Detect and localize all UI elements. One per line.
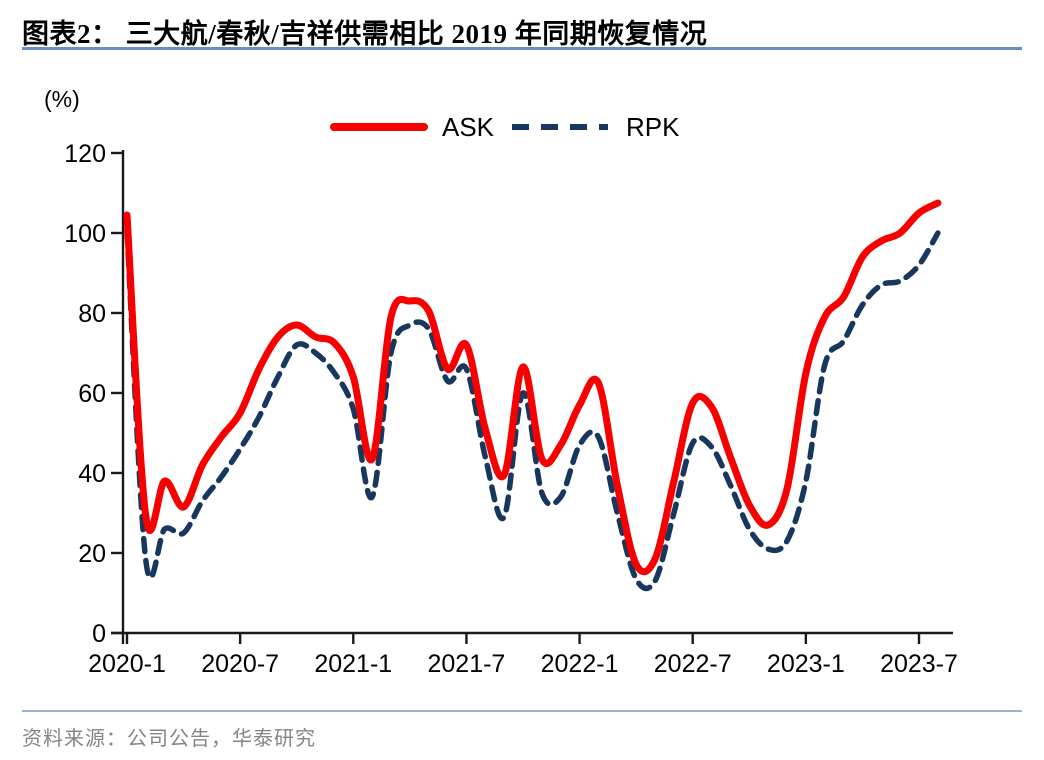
legend-label-ask: ASK [442,111,495,142]
y-tick-label: 40 [78,460,106,488]
ask-series-line [123,199,942,576]
x-tick-label: 2022-7 [654,650,732,678]
y-tick-label: 60 [78,380,106,408]
legend-item-rpk: RPK [508,111,680,143]
title-underline [22,47,1022,50]
y-tick-label: 0 [92,620,106,648]
x-tick-label: 2020-7 [201,650,279,678]
source-note: 资料来源：公司公告，华泰研究 [22,728,316,750]
x-tick-label: 2021-7 [427,650,505,678]
x-tick-label: 2023-7 [880,650,958,678]
x-tick-label: 2022-1 [541,650,619,678]
chart-legend: ASK RPK [330,108,680,146]
y-axis-unit-label: (%) [44,86,80,112]
x-tick-label: 2020-1 [88,650,166,678]
y-tick-label: 80 [78,300,106,328]
legend-label-rpk: RPK [626,111,680,142]
x-tick-label: 2023-1 [767,650,845,678]
y-tick-label: 20 [78,540,106,568]
ask-line-swatch-icon [330,123,428,131]
footer-divider [22,710,1022,712]
x-tick-label: 2021-1 [314,650,392,678]
y-tick-label: 100 [64,220,106,248]
y-tick-label: 120 [64,140,106,168]
legend-item-ask: ASK [330,112,494,143]
rpk-dashed-swatch-icon [512,124,609,130]
chart-title: 图表2： 三大航/春秋/吉祥供需相比 2019 年同期恢复情况 [22,19,708,49]
rpk-series-line [124,228,941,592]
